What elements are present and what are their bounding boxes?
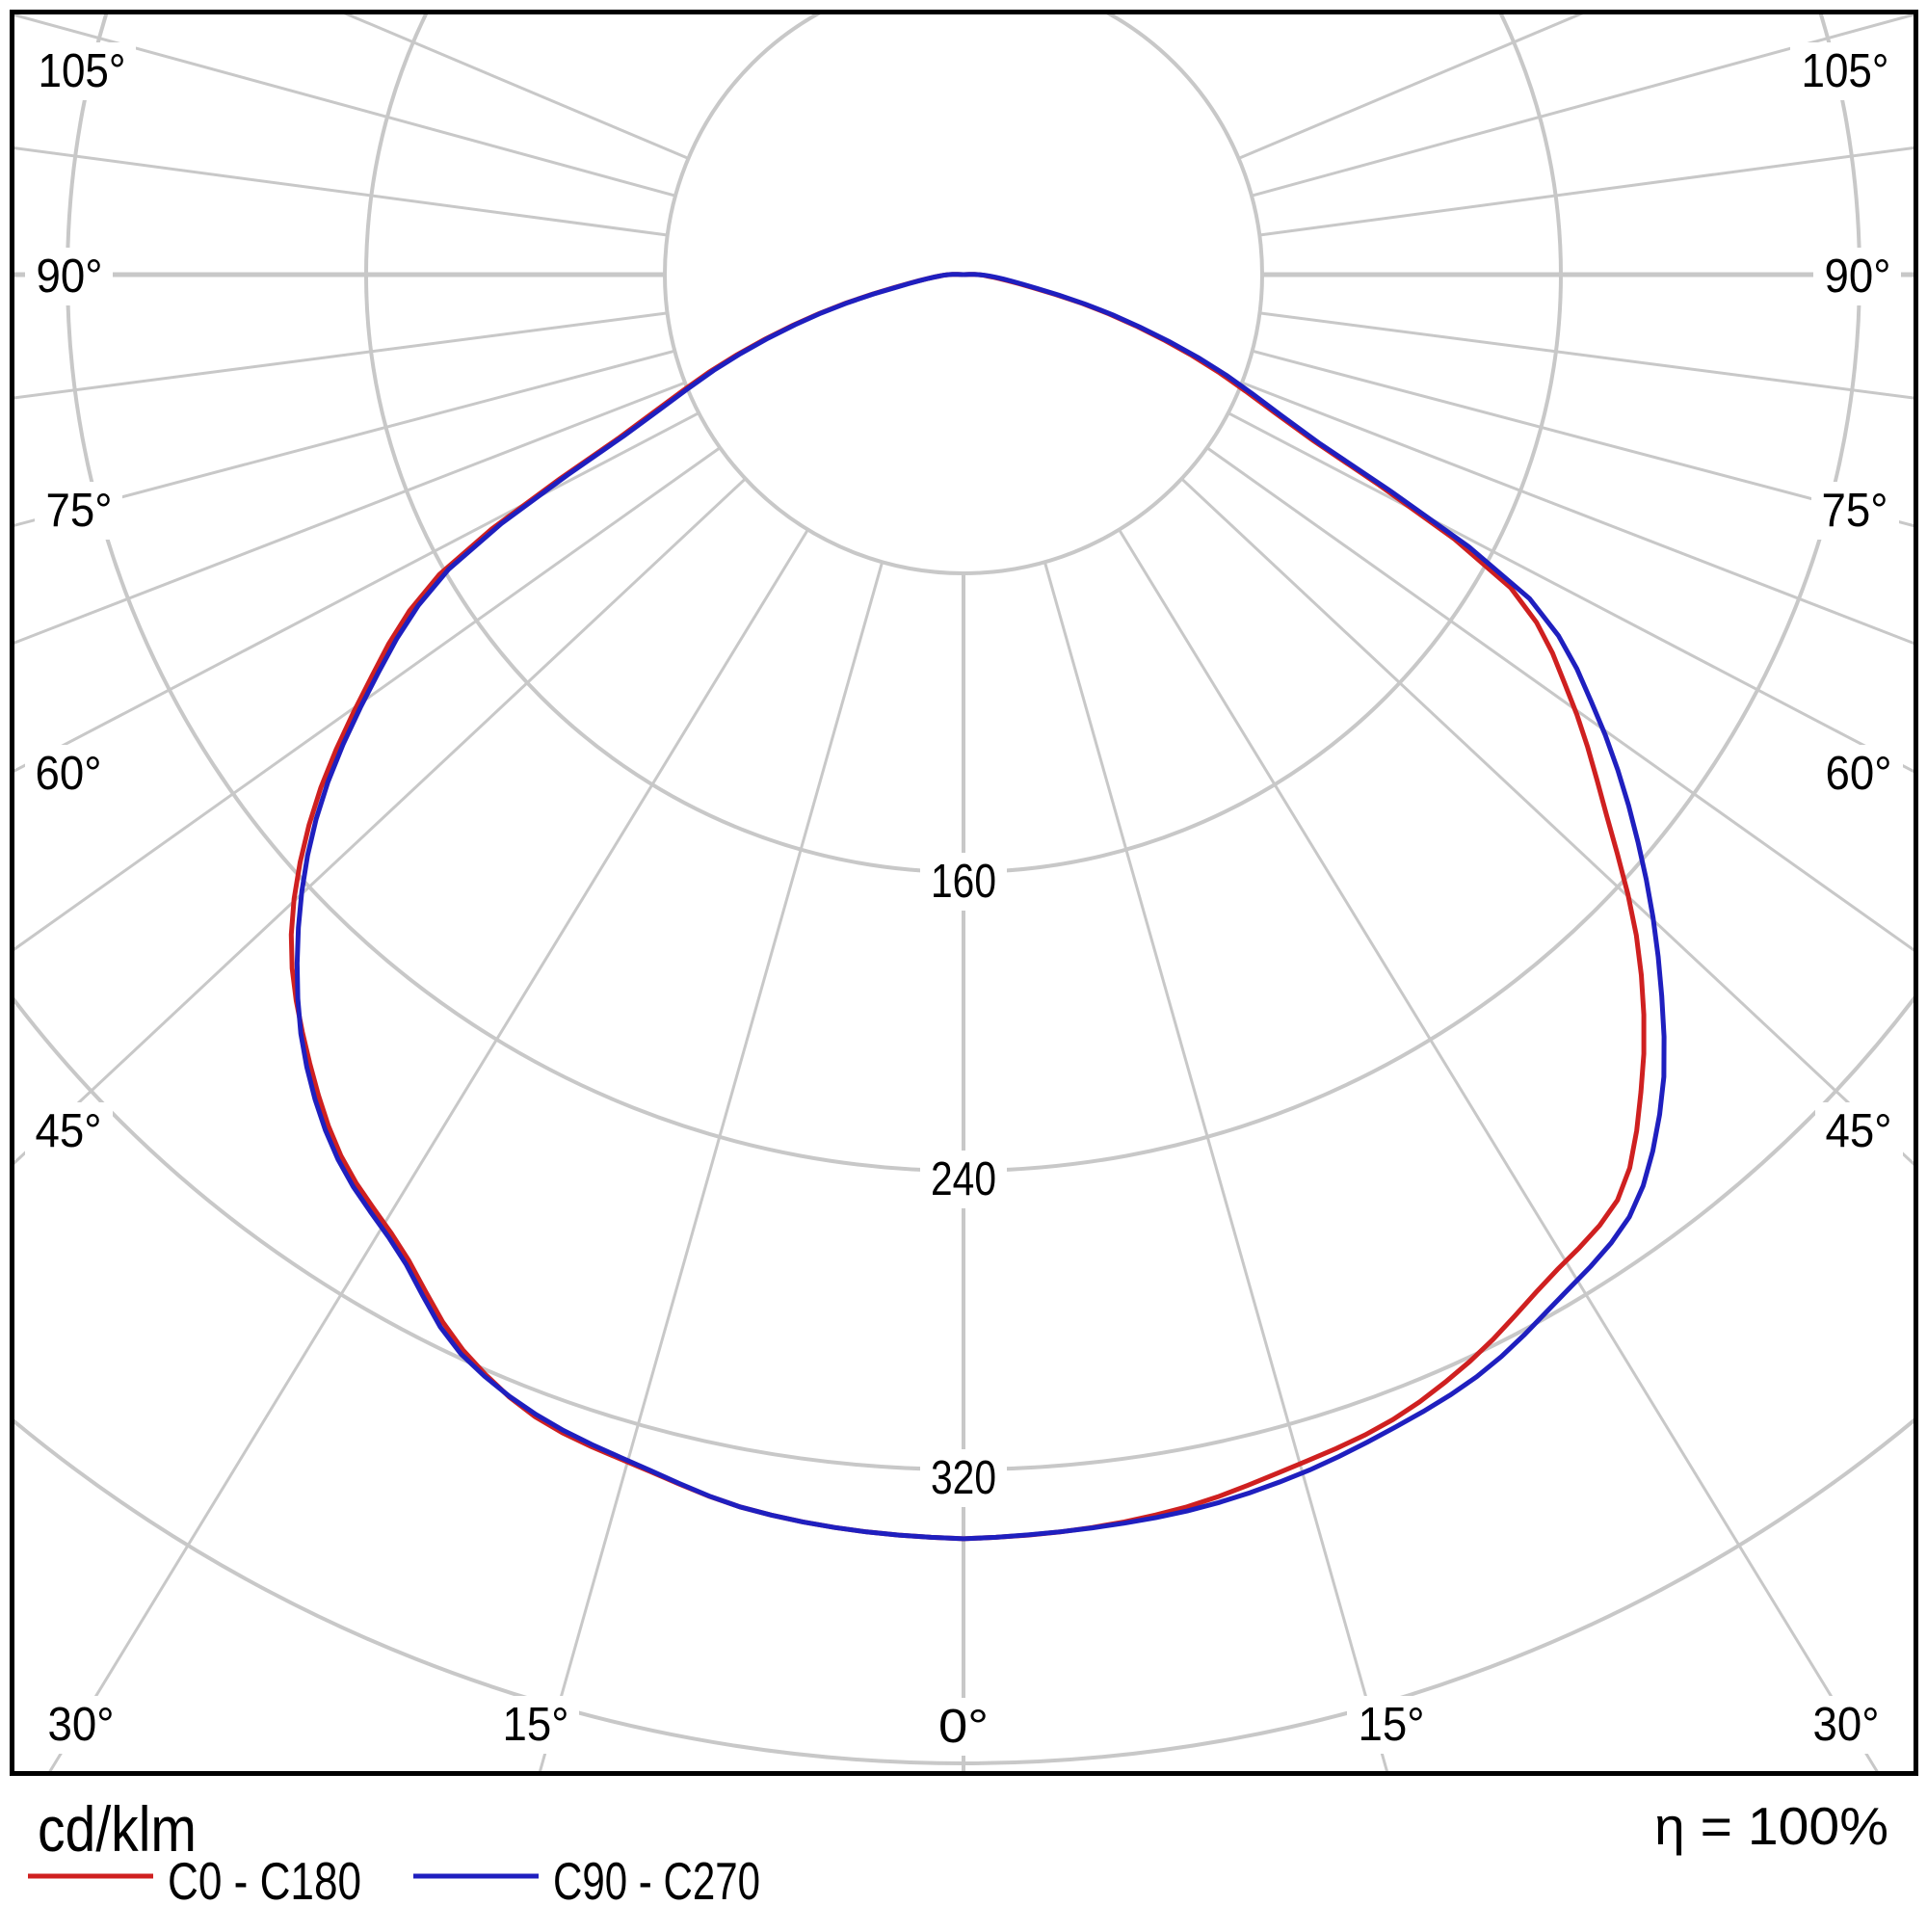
svg-text:105°: 105° <box>39 45 126 97</box>
svg-text:C0 - C180: C0 - C180 <box>168 1851 361 1911</box>
svg-text:75°: 75° <box>46 485 113 537</box>
svg-text:30°: 30° <box>1813 1699 1880 1751</box>
svg-text:45°: 45° <box>36 1105 102 1157</box>
svg-text:45°: 45° <box>1826 1105 1892 1157</box>
svg-text:0°: 0° <box>938 1701 989 1753</box>
svg-text:C90 - C270: C90 - C270 <box>553 1851 760 1911</box>
svg-text:320: 320 <box>931 1452 996 1504</box>
svg-text:η = 100%: η = 100% <box>1654 1796 1888 1856</box>
svg-text:105°: 105° <box>1802 45 1889 97</box>
svg-text:90°: 90° <box>37 251 103 303</box>
svg-text:15°: 15° <box>503 1699 569 1751</box>
svg-text:15°: 15° <box>1359 1699 1425 1751</box>
svg-text:30°: 30° <box>48 1699 115 1751</box>
svg-text:60°: 60° <box>1826 748 1892 800</box>
svg-text:90°: 90° <box>1825 251 1891 303</box>
svg-text:160: 160 <box>931 856 996 908</box>
svg-text:75°: 75° <box>1822 485 1888 537</box>
svg-text:60°: 60° <box>36 748 102 800</box>
svg-text:240: 240 <box>931 1153 996 1205</box>
